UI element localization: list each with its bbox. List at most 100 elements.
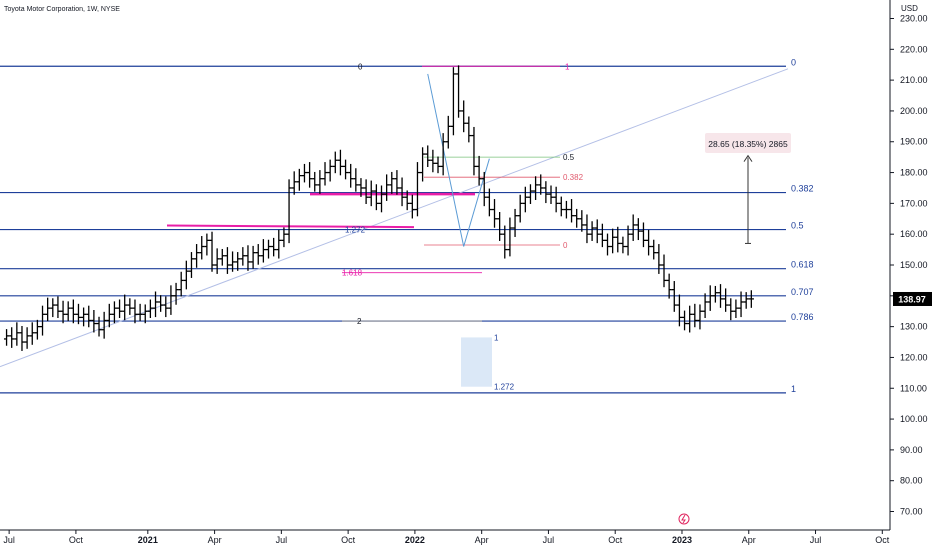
ohlc-bar[interactable] <box>620 236 626 254</box>
ohlc-bar[interactable] <box>707 285 713 311</box>
ohlc-bar[interactable] <box>471 126 477 176</box>
ohlc-bar[interactable] <box>34 319 40 340</box>
ohlc-bar[interactable] <box>39 305 46 336</box>
ohlc-bar[interactable] <box>723 288 729 312</box>
ohlc-bar[interactable] <box>594 219 600 244</box>
magenta-support-line[interactable] <box>166 224 415 229</box>
ohlc-bar[interactable] <box>271 237 277 257</box>
ohlc-bar[interactable] <box>430 149 436 173</box>
ohlc-bar[interactable] <box>661 254 667 288</box>
ohlc-bar[interactable] <box>91 309 97 333</box>
ohlc-bar[interactable] <box>743 292 749 309</box>
ohlc-bar[interactable] <box>183 260 189 290</box>
ohlc-bar[interactable] <box>106 303 112 328</box>
ohlc-bar[interactable] <box>378 185 385 213</box>
ohlc-bar[interactable] <box>173 282 179 305</box>
ohlc-bar[interactable] <box>497 212 503 241</box>
ohlc-bar[interactable] <box>666 273 672 299</box>
ohlc-bar[interactable] <box>250 245 256 269</box>
ohlc-bar[interactable] <box>9 327 15 348</box>
ohlc-bar[interactable] <box>260 239 266 263</box>
ohlc-bar[interactable] <box>517 194 523 223</box>
ohlc-bar[interactable] <box>486 188 492 217</box>
ohlc-bar[interactable] <box>538 174 544 195</box>
ohlc-bar[interactable] <box>147 299 153 318</box>
ohlc-bar[interactable] <box>533 176 539 200</box>
ohlc-bar[interactable] <box>558 196 564 217</box>
ohlc-bar[interactable] <box>332 151 338 174</box>
ohlc-bar[interactable] <box>348 163 354 188</box>
ohlc-bar[interactable] <box>296 168 302 191</box>
ohlc-bar[interactable] <box>548 185 554 204</box>
ohlc-bar[interactable] <box>450 67 457 136</box>
ohlc-bar[interactable] <box>394 170 400 195</box>
ohlc-bar[interactable] <box>163 296 169 318</box>
trend-line[interactable] <box>0 68 789 368</box>
ohlc-bar[interactable] <box>563 200 570 219</box>
ohlc-bar[interactable] <box>312 171 318 192</box>
ohlc-bar[interactable] <box>455 65 462 118</box>
ohlc-bar[interactable] <box>461 100 467 133</box>
ohlc-bar[interactable] <box>368 180 374 207</box>
ohlc-bar[interactable] <box>327 159 333 182</box>
ohlc-bar[interactable] <box>553 186 559 213</box>
ohlc-bar[interactable] <box>574 208 580 228</box>
ohlc-bar[interactable] <box>322 162 328 186</box>
ohlc-bar[interactable] <box>635 218 641 241</box>
ohlc-bar[interactable] <box>748 290 754 308</box>
ohlc-bar[interactable] <box>122 294 128 321</box>
ohlc-bar[interactable] <box>435 156 441 174</box>
ohlc-bar[interactable] <box>373 184 379 211</box>
ohlc-bar[interactable] <box>353 168 359 192</box>
ohlc-bar[interactable] <box>579 210 585 232</box>
ohlc-bar[interactable] <box>152 291 159 318</box>
flash-icon[interactable] <box>678 513 690 525</box>
ohlc-bar[interactable] <box>507 217 513 257</box>
ohlc-bar[interactable] <box>214 248 220 274</box>
ohlc-bar[interactable] <box>733 299 739 318</box>
ohlc-bar[interactable] <box>75 303 82 325</box>
ohlc-bar[interactable] <box>127 298 133 315</box>
ohlc-bar[interactable] <box>589 221 595 241</box>
ohlc-bar[interactable] <box>640 222 647 248</box>
ohlc-bar[interactable] <box>384 174 390 201</box>
ohlc-bar[interactable] <box>29 322 35 345</box>
ohlc-bar[interactable] <box>158 295 164 312</box>
ohlc-bar[interactable] <box>358 178 364 197</box>
ohlc-bar[interactable] <box>481 171 487 207</box>
ohlc-bar[interactable] <box>204 233 210 256</box>
ohlc-bar[interactable] <box>363 179 369 204</box>
ohlc-bar[interactable] <box>476 155 482 186</box>
ohlc-bar[interactable] <box>224 247 231 274</box>
ohlc-bar[interactable] <box>687 305 693 333</box>
ohlc-bar[interactable] <box>491 199 498 228</box>
projection-box[interactable] <box>461 337 492 387</box>
ohlc-bar[interactable] <box>188 252 195 278</box>
ohlc-bar[interactable] <box>502 225 508 259</box>
ohlc-bar[interactable] <box>414 162 421 217</box>
ohlc-bar[interactable] <box>219 248 225 266</box>
ohlc-bar[interactable] <box>70 299 76 324</box>
ohlc-bar[interactable] <box>240 247 246 266</box>
ohlc-bar[interactable] <box>265 239 272 259</box>
ohlc-bar[interactable] <box>389 171 395 194</box>
ohlc-bar[interactable] <box>178 271 184 297</box>
ohlc-bar[interactable] <box>199 236 205 260</box>
ohlc-bar[interactable] <box>81 307 87 327</box>
ohlc-bar[interactable] <box>342 159 349 180</box>
ohlc-bar[interactable] <box>404 190 410 211</box>
ohlc-bar[interactable] <box>55 296 61 318</box>
ohlc-bar[interactable] <box>116 299 123 318</box>
ohlc-bar[interactable] <box>604 233 611 256</box>
ohlc-bar[interactable] <box>3 329 10 346</box>
ohlc-bar[interactable] <box>692 303 698 328</box>
ohlc-bar[interactable] <box>645 229 652 256</box>
ohlc-bar[interactable] <box>440 133 446 176</box>
ohlc-bar[interactable] <box>301 163 308 183</box>
ohlc-bar[interactable] <box>337 149 344 176</box>
ohlc-bar[interactable] <box>599 223 605 248</box>
ohlc-bar[interactable] <box>317 170 323 194</box>
ohlc-bar[interactable] <box>137 303 143 322</box>
ohlc-bar[interactable] <box>522 186 528 213</box>
